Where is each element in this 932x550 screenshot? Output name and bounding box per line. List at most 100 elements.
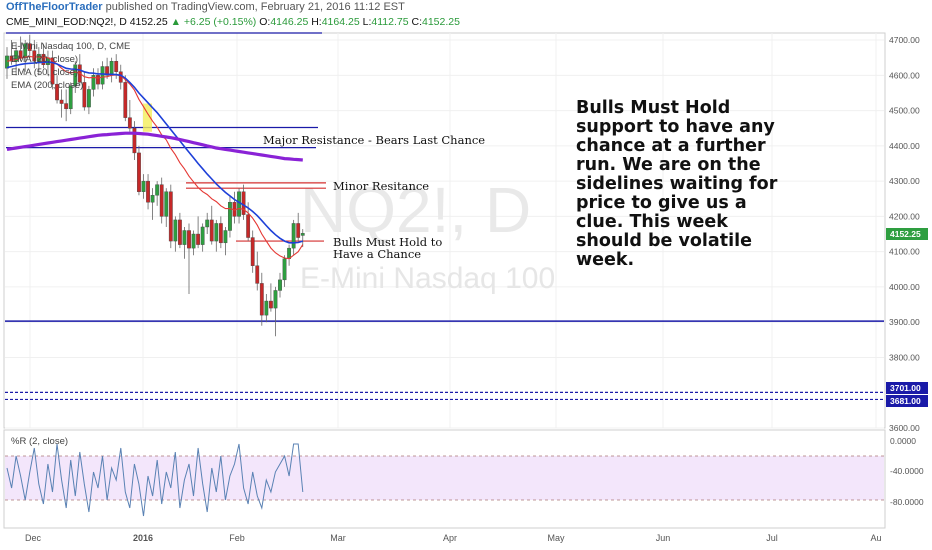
candle-body (55, 83, 59, 101)
wr-tick-1: -40.0000 (890, 466, 924, 476)
time-axis[interactable]: Dec 2016 Feb Mar Apr May Jun Jul Au (25, 533, 882, 543)
candle-body (278, 279, 282, 291)
candle-body (27, 43, 32, 51)
candle-body (141, 180, 146, 192)
wr-tick-0: 0.0000 (890, 436, 916, 446)
wr-tick-2: -80.0000 (890, 497, 924, 507)
candle-body (187, 230, 191, 249)
candle-body (86, 89, 91, 108)
price-tick-label: 4200.00 (889, 211, 920, 221)
open-value: 4146.25 (270, 16, 309, 28)
candle-body (96, 75, 100, 85)
bulls-hold-label-2: Have a Chance (333, 247, 421, 261)
legend-ema20: EMA (20, close) (11, 54, 78, 65)
commentary-line-1: Bulls Must Hold (576, 98, 730, 118)
up-arrow-icon: ▲ (170, 16, 181, 28)
close-label: C: (411, 16, 422, 28)
author-line: OffTheFloorTrader published on TradingVi… (6, 1, 405, 13)
price-axis[interactable]: 4700.00 4600.00 4500.00 4400.00 4300.00 4200.… (889, 35, 920, 433)
candle-body (132, 128, 137, 154)
price-tick-label: 4700.00 (889, 35, 920, 45)
price-tick-label: 4400.00 (889, 141, 920, 151)
legend-ema50: EMA (50, close) (11, 67, 78, 78)
bulls-hold-label-1: Bulls Must Hold to (333, 235, 442, 249)
price-tick-label: 4600.00 (889, 70, 920, 80)
level-tag-1-text: 3701.00 (890, 383, 921, 393)
low-label: L: (362, 16, 372, 28)
williams-r-band (5, 456, 884, 500)
price-tick-label: 4000.00 (889, 282, 920, 292)
time-tick-label: Jun (656, 533, 671, 543)
candle-body (168, 191, 173, 242)
candle-body (100, 66, 105, 85)
moving-averages (6, 56, 304, 260)
candle-body (91, 75, 96, 90)
major-resistance-label: Major Resistance - Bears Last Chance (263, 133, 485, 147)
candle-body (32, 50, 37, 62)
candle-body (196, 233, 200, 245)
commentary-line-5: sidelines waiting for (576, 174, 778, 194)
time-tick-label: Au (870, 533, 881, 543)
candle-body (291, 223, 296, 249)
high-label: H: (311, 16, 322, 28)
price-tick-label: 3800.00 (889, 352, 920, 362)
low-value: 4112.75 (371, 16, 409, 28)
candle-body (105, 66, 110, 76)
chart-legend: E-Mini Nasdaq 100, D, CME EMA (20, close… (11, 41, 130, 91)
candle-body (109, 61, 114, 76)
price-tick-label: 3600.00 (889, 423, 920, 433)
candle-body (228, 202, 232, 231)
author-link[interactable]: OffTheFloorTrader (6, 1, 103, 13)
minor-resistance-label: Minor Resitance (333, 179, 429, 193)
candle-body (259, 283, 264, 316)
candle-body (150, 195, 155, 203)
price-tick-label: 4300.00 (889, 176, 920, 186)
candle-body (18, 50, 23, 58)
williams-r-line (6, 443, 304, 517)
candle-body (173, 219, 178, 242)
candle-body (209, 219, 214, 242)
last-price: 4152.25 (129, 16, 168, 28)
candle-body (191, 233, 196, 249)
candle-body (114, 61, 119, 72)
ema50-line (6, 61, 304, 244)
commentary-text: Bulls Must Hold support to have any chan… (576, 98, 778, 270)
price-change: +6.25 (+0.15%) (183, 16, 257, 28)
price-tick-label: 4500.00 (889, 106, 920, 116)
commentary-line-7: clue. This week (576, 212, 728, 232)
level-tag-1 (886, 382, 928, 394)
price-tick-label: 3900.00 (889, 317, 920, 327)
candle-body (241, 191, 246, 215)
close-value: 4152.25 (421, 16, 460, 28)
candle-body (177, 219, 182, 245)
candle-body (296, 223, 301, 238)
candle-body (41, 53, 46, 65)
candle-body (137, 152, 141, 192)
commentary-line-9: week. (576, 250, 634, 270)
candle-body (255, 265, 260, 284)
candle-body (200, 226, 205, 245)
indicator-pane-frame (3, 429, 886, 529)
candle-body (159, 184, 164, 217)
watermark-name: E-Mini Nasdaq 100 (300, 262, 555, 295)
candle-body (123, 82, 128, 118)
candle-body (64, 103, 69, 110)
legend-ema200: EMA (200, close) (11, 80, 83, 91)
candle-body (5, 55, 9, 69)
candle-body (9, 55, 14, 62)
ema200-line (6, 131, 303, 162)
symbol-name[interactable]: CME_MINI_EOD:NQ2!, D (6, 16, 127, 28)
commentary-line-3: chance at a further (576, 136, 766, 156)
candle-body (264, 300, 269, 316)
legend-title: E-Mini Nasdaq 100, D, CME (11, 41, 130, 52)
candle-body (250, 237, 255, 266)
candle-body (214, 223, 219, 242)
horizontal-levels (5, 32, 884, 401)
candle-body (273, 290, 278, 309)
candle-body (218, 223, 223, 244)
grid (5, 33, 884, 429)
candle-body (82, 82, 87, 108)
candle-body (68, 85, 73, 110)
open-label: O: (259, 16, 271, 28)
